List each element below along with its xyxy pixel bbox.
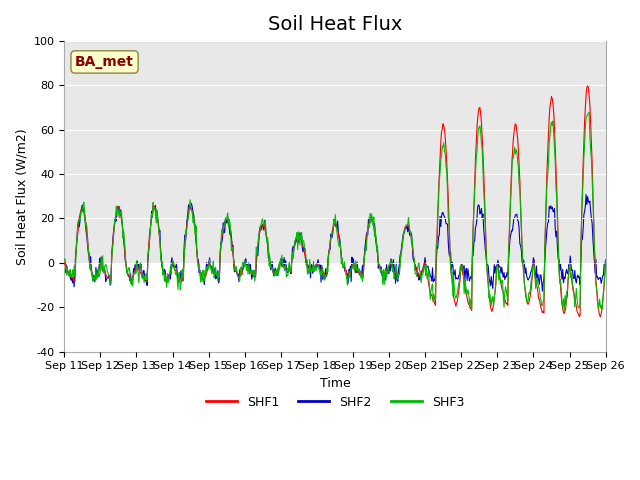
SHF2 <box>417 270 424 276</box>
SHF1 <box>401 228 408 234</box>
SHF2 <box>401 227 408 232</box>
Line: SHF3: SHF3 <box>64 112 605 311</box>
SHF3 <box>561 308 568 314</box>
SHF3 <box>586 109 593 115</box>
SHF3 <box>417 269 424 275</box>
Title: Soil Heat Flux: Soil Heat Flux <box>268 15 402 34</box>
SHF2 <box>602 257 609 263</box>
SHF1 <box>575 314 583 320</box>
SHF3 <box>70 264 78 269</box>
Y-axis label: Soil Heat Flux (W/m2): Soil Heat Flux (W/m2) <box>15 128 28 264</box>
X-axis label: Time: Time <box>319 377 350 390</box>
SHF2 <box>582 192 590 197</box>
SHF2 <box>60 259 68 264</box>
Legend: SHF1, SHF2, SHF3: SHF1, SHF2, SHF3 <box>201 391 469 414</box>
SHF3 <box>181 245 189 251</box>
SHF2 <box>539 288 547 294</box>
SHF3 <box>209 258 217 264</box>
SHF1 <box>70 278 78 284</box>
SHF1 <box>181 245 189 251</box>
SHF2 <box>209 270 217 276</box>
SHF3 <box>401 229 408 235</box>
SHF1 <box>60 260 68 265</box>
SHF3 <box>602 257 609 263</box>
Line: SHF2: SHF2 <box>64 194 605 291</box>
SHF1 <box>126 275 134 281</box>
SHF2 <box>70 284 78 290</box>
Text: BA_met: BA_met <box>75 55 134 69</box>
SHF1 <box>417 270 424 276</box>
SHF1 <box>602 260 609 266</box>
SHF3 <box>60 257 68 263</box>
SHF1 <box>584 83 591 89</box>
SHF3 <box>126 268 134 274</box>
SHF2 <box>181 232 189 238</box>
SHF2 <box>126 277 134 283</box>
Bar <box>64 41 605 263</box>
SHF1 <box>209 268 217 274</box>
Line: SHF1: SHF1 <box>64 86 605 317</box>
